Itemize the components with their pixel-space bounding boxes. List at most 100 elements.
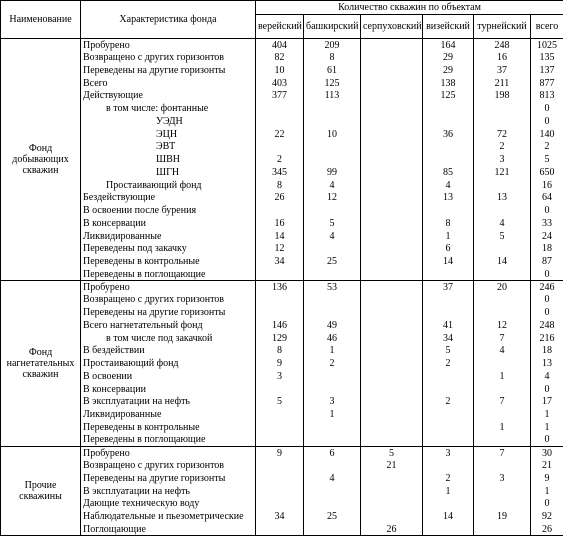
cell-value — [303, 370, 361, 383]
cell-value: 650 — [529, 166, 563, 179]
cell-value: 209 — [303, 38, 361, 52]
row-label: Переведены в контрольные — [80, 421, 256, 434]
cell-value: 19 — [473, 510, 531, 523]
cell-value: 24 — [529, 229, 563, 243]
cell-value — [422, 204, 474, 217]
row-label: Пробурено — [80, 446, 256, 460]
cell-value: 2 — [303, 357, 361, 370]
cell-value — [255, 306, 304, 319]
table-row: В эксплуатации на нефть 1 1 — [1, 484, 563, 498]
row-label: Дающие техническую воду — [80, 497, 256, 511]
cell-value — [473, 382, 531, 396]
cell-value: 3 — [422, 446, 474, 460]
row-label: ШВН — [80, 153, 256, 166]
cell-value: 21 — [529, 459, 563, 472]
cell-value — [303, 484, 361, 498]
column-header: башкирский — [303, 14, 361, 39]
cell-value — [360, 344, 423, 358]
cell-value: 26 — [255, 191, 304, 205]
table-row: ШВН 2 3 5 — [1, 153, 563, 166]
cell-value: 0 — [529, 115, 563, 128]
cell-value — [303, 204, 361, 217]
cell-value — [422, 408, 474, 421]
column-header: всего — [529, 14, 563, 39]
row-label: Переведены в поглощающие — [80, 433, 256, 447]
cell-value — [360, 319, 423, 332]
cell-value: 64 — [529, 191, 563, 205]
row-label: В консервации — [80, 382, 256, 396]
cell-value: 121 — [473, 166, 531, 179]
cell-value: 135 — [529, 51, 563, 64]
cell-value: 140 — [529, 127, 563, 141]
cell-value — [255, 382, 304, 396]
cell-value: 125 — [422, 89, 474, 103]
table-row: В освоении 3 1 4 — [1, 370, 563, 383]
cell-value: 404 — [255, 38, 304, 52]
cell-value: 12 — [473, 319, 531, 332]
cell-value — [473, 459, 531, 472]
row-label: Всего нагнетательный фонд — [80, 319, 256, 332]
row-label: Ликвидированные — [80, 408, 256, 421]
row-label: Возвращено с других горизонтов — [80, 51, 256, 64]
column-header: турнейский — [473, 14, 531, 39]
column-header: серпуховский — [360, 14, 423, 39]
cell-value: 0 — [529, 102, 563, 115]
row-label: Переведены в поглощающие — [80, 268, 256, 282]
cell-value: 1 — [473, 421, 531, 434]
table-row: Фонд добывающих скважин Пробурено 404 209 16… — [0, 37, 563, 282]
cell-value: 18 — [529, 344, 563, 358]
cell-value: 248 — [473, 38, 531, 52]
cell-value — [360, 217, 423, 230]
cell-value — [422, 497, 474, 511]
row-label: ЭВТ — [80, 140, 256, 154]
cell-value: 4 — [303, 472, 361, 485]
cell-value: 3 — [255, 370, 304, 383]
cell-value: 9 — [255, 446, 304, 460]
row-label: Переведены на другие горизонты — [80, 64, 256, 77]
cell-value: 0 — [529, 497, 563, 511]
cell-value — [360, 127, 423, 141]
cell-value — [422, 421, 474, 434]
cell-value: 49 — [303, 319, 361, 332]
header-characteristic: Характеристика фонда — [80, 0, 256, 39]
cell-value: 164 — [422, 38, 474, 52]
cell-value: 2 — [529, 140, 563, 154]
table-row: Переведены на другие горизонты 10 61 29 37 13… — [1, 64, 563, 77]
cell-value — [360, 115, 423, 128]
table-row: Возвращено с других горизонтов 21 21 — [1, 459, 563, 472]
cell-value — [422, 153, 474, 166]
cell-value — [360, 38, 423, 52]
header-group: Количество скважин по объектам — [254, 0, 563, 15]
table-row: В консервации 0 — [1, 382, 563, 396]
row-label: В эксплуатации на нефть — [80, 395, 256, 409]
table-row: В освоении после бурения 0 — [1, 204, 563, 217]
cell-value: 246 — [529, 280, 563, 294]
cell-value — [360, 51, 423, 64]
table-row: ЭВТ 2 2 — [1, 140, 563, 154]
cell-value: 0 — [529, 382, 563, 396]
cell-value — [255, 497, 304, 511]
cell-value: 20 — [473, 280, 531, 294]
cell-value — [255, 102, 304, 115]
table-row: В эксплуатации на нефть 5 3 2 7 17 — [1, 395, 563, 409]
cell-value — [422, 140, 474, 154]
cell-value — [360, 153, 423, 166]
cell-value — [422, 370, 474, 383]
cell-value: 10 — [255, 64, 304, 77]
cell-value: 17 — [529, 395, 563, 409]
cell-value — [473, 306, 531, 319]
cell-value: 5 — [422, 344, 474, 358]
cell-value — [360, 421, 423, 434]
table-row: Наблюдательные и пьезометрические 34 25 14 1… — [1, 510, 563, 523]
cell-value — [360, 64, 423, 77]
cell-value: 0 — [529, 306, 563, 319]
cell-value: 1025 — [529, 38, 563, 52]
cell-value — [255, 293, 304, 307]
cell-value — [360, 510, 423, 523]
cell-value — [360, 268, 423, 282]
cell-value — [360, 331, 423, 345]
row-label: Бездействующие — [80, 191, 256, 205]
cell-value: 87 — [529, 255, 563, 268]
cell-value: 138 — [422, 76, 474, 90]
